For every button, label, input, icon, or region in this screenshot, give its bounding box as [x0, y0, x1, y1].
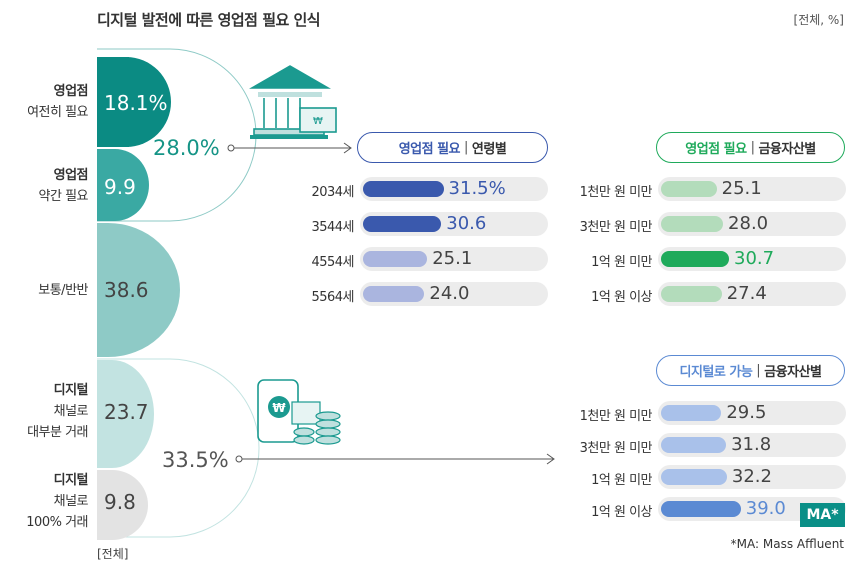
bar [661, 469, 727, 485]
pill-digital: 디지털로 가능 | 금융자산별 [656, 355, 845, 386]
bar [363, 181, 444, 197]
bar [661, 501, 741, 517]
label-digital-most: 디지털 채널로 대부분 거래 [27, 383, 88, 440]
mobile-money-icon: ₩ [257, 379, 341, 445]
bar-value: 28.0 [728, 213, 769, 234]
bar-value: 25.1 [432, 248, 473, 269]
need-connector-dot [227, 144, 235, 152]
bar-value: 29.5 [726, 402, 767, 423]
ma-badge: MA* [800, 503, 845, 527]
pill-asset: 영업점 필요 | 금융자산별 [656, 132, 845, 163]
bar-value: 24.0 [429, 283, 470, 304]
digital-connector-dot [235, 455, 243, 463]
bar-value: 27.4 [726, 283, 767, 304]
bar-label: 1억 원 미만 [591, 255, 652, 270]
segment-need-mild [97, 149, 149, 221]
bar [363, 251, 428, 267]
value-need-strong: 18.1% [104, 91, 168, 115]
need-total: 28.0% [153, 136, 220, 160]
segment-need-strong-fill [97, 57, 129, 147]
segment-digital-all [97, 470, 148, 540]
bar-value: 30.7 [734, 248, 775, 269]
bar-label: 1천만 원 미만 [579, 409, 653, 424]
label-neutral: 보통/반반 [38, 283, 88, 298]
digital-total: 33.5% [162, 448, 229, 472]
label-need-mild: 영업점 약간 필요 [38, 168, 89, 204]
value-need-mild: 9.9 [104, 175, 136, 199]
bar-label: 4554세 [311, 255, 354, 270]
bar [661, 437, 727, 453]
bar [661, 405, 722, 421]
value-neutral: 38.6 [104, 278, 149, 302]
bar-value: 39.0 [745, 498, 786, 519]
bar-value: 25.1 [721, 178, 762, 199]
bar [661, 286, 722, 302]
svg-text:₩: ₩ [272, 401, 286, 415]
bar-value: 31.5% [448, 178, 506, 199]
unit-label: [전체, %] [793, 13, 844, 27]
bar [363, 286, 425, 302]
segment-digital-most [97, 360, 154, 468]
bar [661, 251, 730, 267]
bar [661, 181, 717, 197]
bar-label: 1억 원 미만 [591, 473, 652, 488]
page-title: 디지털 발전에 따른 영업점 필요 인식 [97, 11, 321, 29]
bar [661, 216, 724, 232]
bar-label: 1억 원 이상 [591, 290, 652, 305]
bar-label: 1천만 원 미만 [579, 185, 653, 200]
bar-label: 3544세 [311, 220, 354, 235]
label-need-strong: 영업점 여전히 필요 [27, 84, 88, 120]
bar-label: 5564세 [311, 290, 354, 305]
bank-icon: ₩ [249, 65, 337, 139]
bar-value: 32.2 [731, 466, 772, 487]
value-digital-all: 9.8 [104, 490, 136, 514]
bar-label: 1억 원 이상 [591, 505, 652, 520]
ma-note: *MA: Mass Affluent [730, 537, 844, 551]
pill-age: 영업점 필요 | 연령별 [357, 132, 548, 163]
bar-value: 30.6 [446, 213, 487, 234]
bar-label: 3천만 원 미만 [579, 220, 653, 235]
need-arrow-icon [343, 142, 352, 154]
digital-arrow-icon [546, 453, 555, 465]
digital-bracket-arc [97, 358, 260, 538]
bar-label: 2034세 [311, 185, 354, 200]
bar-label: 3천만 원 미만 [579, 441, 653, 456]
label-digital-all: 디지털 채널로 100% 거래 [26, 473, 88, 530]
bar-value: 31.8 [731, 434, 772, 455]
segment-neutral [97, 223, 180, 357]
svg-text:₩: ₩ [313, 116, 323, 127]
bar [363, 216, 442, 232]
footnote: [전체] [97, 547, 129, 561]
value-digital-most: 23.7 [104, 400, 149, 424]
